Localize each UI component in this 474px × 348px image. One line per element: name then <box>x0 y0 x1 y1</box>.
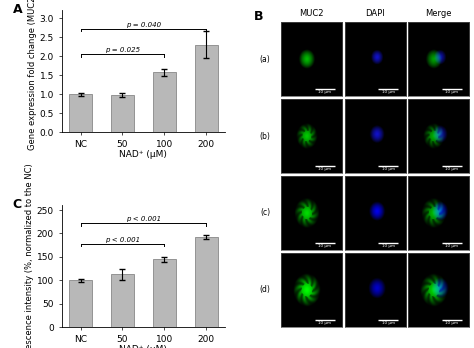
Text: 10 μm: 10 μm <box>319 90 331 94</box>
Text: 10 μm: 10 μm <box>319 167 331 171</box>
Text: 10 μm: 10 μm <box>445 321 458 325</box>
Text: A: A <box>13 3 22 16</box>
X-axis label: NAD⁺ (μM): NAD⁺ (μM) <box>119 150 167 159</box>
Text: 10 μm: 10 μm <box>319 321 331 325</box>
Text: p = 0.040: p = 0.040 <box>126 22 161 28</box>
Text: 10 μm: 10 μm <box>445 90 458 94</box>
Text: 10 μm: 10 μm <box>382 167 395 171</box>
Text: (a): (a) <box>260 55 270 64</box>
Text: (b): (b) <box>259 132 270 141</box>
Text: 10 μm: 10 μm <box>382 244 395 248</box>
Text: MUC2: MUC2 <box>300 9 324 18</box>
Text: DAPI: DAPI <box>365 9 385 18</box>
Bar <box>153 259 176 327</box>
Text: (d): (d) <box>259 285 270 294</box>
Y-axis label: Fluorescence intensity (%, normalized to the NC): Fluorescence intensity (%, normalized to… <box>25 163 34 348</box>
Text: p < 0.001: p < 0.001 <box>126 216 161 222</box>
Bar <box>111 274 134 327</box>
Bar <box>195 237 218 327</box>
Text: Merge: Merge <box>426 9 452 18</box>
Y-axis label: Gene expression fold change (MUC2): Gene expression fold change (MUC2) <box>28 0 37 150</box>
X-axis label: NAD⁺ (μM): NAD⁺ (μM) <box>119 345 167 348</box>
Bar <box>195 45 218 132</box>
Text: C: C <box>13 198 22 211</box>
Bar <box>153 72 176 132</box>
Text: (c): (c) <box>260 208 270 218</box>
Bar <box>69 94 92 132</box>
Text: 10 μm: 10 μm <box>445 167 458 171</box>
Text: B: B <box>254 10 263 23</box>
Text: 10 μm: 10 μm <box>382 90 395 94</box>
Text: p < 0.001: p < 0.001 <box>105 237 140 243</box>
Bar <box>111 95 134 132</box>
Text: 10 μm: 10 μm <box>445 244 458 248</box>
Text: 10 μm: 10 μm <box>382 321 395 325</box>
Text: 10 μm: 10 μm <box>319 244 331 248</box>
Bar <box>69 280 92 327</box>
Text: p = 0.025: p = 0.025 <box>105 47 140 53</box>
